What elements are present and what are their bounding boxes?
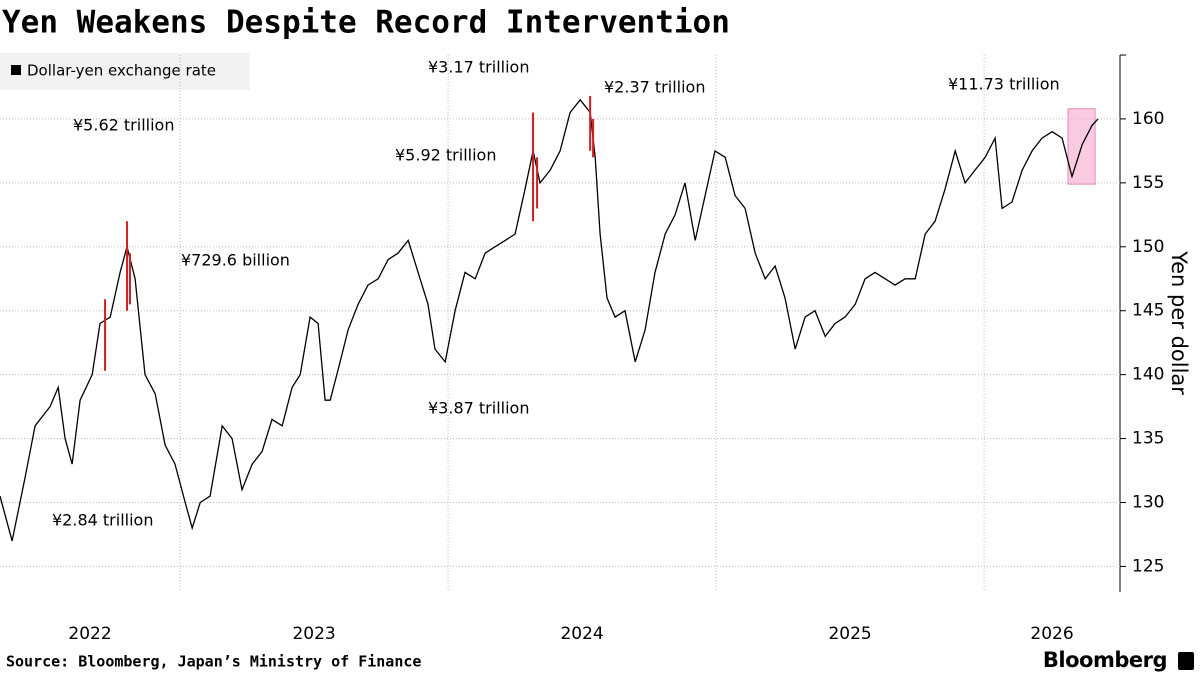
- y-tick-label: 145: [1132, 301, 1164, 321]
- y-axis-label: Yen per dollar: [1167, 250, 1191, 395]
- source: Source: Bloomberg, Japan’s Ministry of F…: [6, 653, 421, 671]
- y-tick-label: 135: [1132, 429, 1164, 449]
- annotation: ¥2.84 trillion: [52, 511, 153, 530]
- annotation: ¥5.92 trillion: [395, 146, 496, 165]
- x-tick-label: 2025: [828, 624, 871, 644]
- brand: Bloomberg: [1043, 648, 1167, 672]
- annotation: ¥3.87 trillion: [428, 399, 529, 418]
- chart-title: Yen Weakens Despite Record Intervention: [2, 5, 730, 41]
- y-tick-label: 155: [1132, 173, 1164, 193]
- annotation: ¥5.62 trillion: [73, 116, 174, 135]
- y-tick-label: 125: [1132, 556, 1164, 576]
- y-tick-label: 150: [1132, 237, 1164, 257]
- legend-label: Dollar-yen exchange rate: [27, 62, 216, 80]
- annotation: ¥2.37 trillion: [604, 78, 705, 97]
- brand-icon: [1178, 652, 1194, 670]
- legend-box: [0, 53, 250, 90]
- y-tick-label: 140: [1132, 365, 1164, 385]
- price-line: [0, 98, 1099, 542]
- annotation: ¥729.6 billion: [181, 251, 290, 270]
- annotation: ¥3.17 trillion: [428, 58, 529, 77]
- x-tick-label: 2024: [560, 624, 603, 644]
- y-tick-label: 160: [1132, 109, 1164, 129]
- y-tick-label: 130: [1132, 493, 1164, 513]
- x-tick-label: 2023: [292, 624, 335, 644]
- legend-swatch: [11, 65, 21, 75]
- x-tick-label: 2026: [1030, 624, 1073, 644]
- annotation: ¥11.73 trillion: [948, 75, 1060, 94]
- x-tick-label: 2022: [68, 624, 111, 644]
